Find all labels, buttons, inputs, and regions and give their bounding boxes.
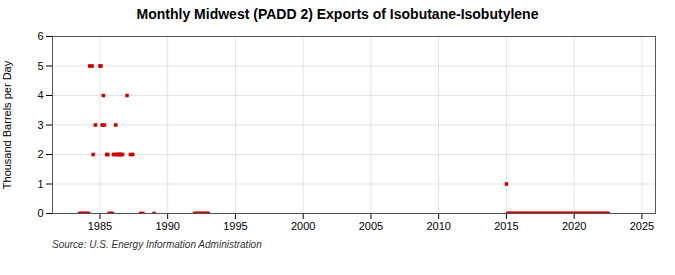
svg-text:2015: 2015 — [494, 220, 518, 232]
svg-text:2005: 2005 — [359, 220, 383, 232]
svg-text:0: 0 — [37, 207, 43, 219]
svg-text:6: 6 — [37, 30, 43, 42]
svg-text:4: 4 — [37, 89, 43, 101]
svg-text:2: 2 — [37, 148, 43, 160]
svg-text:1995: 1995 — [223, 220, 247, 232]
svg-text:2010: 2010 — [426, 220, 450, 232]
svg-text:2020: 2020 — [562, 220, 586, 232]
html-text:Monthly Midwest (PADD 2) Expor: Monthly Midwest (PADD 2) Exports of Isob… — [136, 6, 539, 22]
svg-text:2025: 2025 — [630, 220, 654, 232]
svg-text:Thousand Barrels per Day: Thousand Barrels per Day — [1, 60, 13, 189]
svg-text:1985: 1985 — [88, 220, 112, 232]
html-text:Source: U.S. Energy Informatio: Source: U.S. Energy Information Administ… — [52, 239, 262, 250]
svg-text:3: 3 — [37, 119, 43, 131]
svg-text:1: 1 — [37, 178, 43, 190]
svg-text:5: 5 — [37, 60, 43, 72]
svg-text:1990: 1990 — [155, 220, 179, 232]
svg-text:2000: 2000 — [291, 220, 315, 232]
